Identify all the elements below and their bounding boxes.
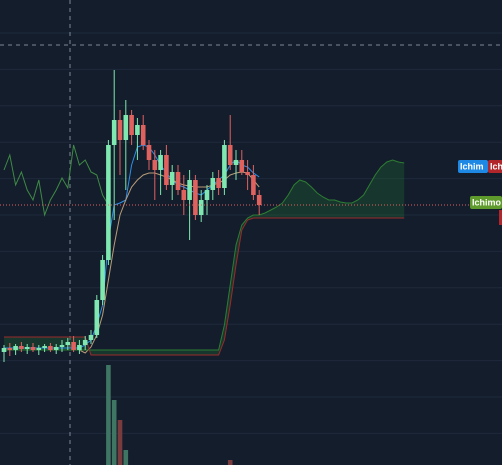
indicator-line [3,144,109,217]
candle-body [117,120,123,140]
candle-body [13,346,18,350]
candle-body [175,172,181,190]
candle-body [193,180,198,215]
candle-body [233,160,239,165]
candle-body [42,346,47,348]
candle-body [53,347,59,350]
price-label-bg [488,160,502,173]
candle-body [216,178,221,188]
candle-body [152,160,158,170]
candle-body [24,347,30,349]
candle-body [169,172,175,185]
candle-body [158,155,163,170]
price-label-edge [499,210,502,225]
indicator-line [4,159,405,351]
candle-body [48,346,53,350]
candle-body [30,347,36,350]
price-label: Ichim [460,161,484,171]
volume-bar [227,460,233,465]
candle-body [94,300,100,335]
candle-body [77,345,82,350]
candle-body [65,342,71,345]
price-label-bg [470,196,502,209]
candle-body [239,160,245,172]
volume-bar [123,450,129,465]
candle-body [210,178,216,190]
candle-body [36,348,42,350]
candle-body [88,335,94,340]
candle-body [222,145,227,188]
candle-body [187,180,192,200]
indicator-line [4,217,405,356]
candle-body [59,345,65,347]
candle-body [123,115,129,140]
price-label-bg [458,160,488,173]
candle-body [181,190,187,200]
volume-bar [106,365,111,465]
candle-body [251,175,256,195]
candle-body [135,125,140,135]
candle-body [198,200,204,215]
candle-body [204,190,210,200]
candle-body [129,115,134,135]
candle-body [164,155,169,185]
candle-body [245,172,250,175]
price-label: Ich [490,161,502,171]
candle-body [146,145,152,160]
candle-body [111,120,117,145]
candle-body [106,145,111,260]
volume-bar [111,400,117,465]
cloud [4,160,405,355]
grid [0,32,502,434]
candle-body [71,342,76,350]
candle-body [100,260,105,300]
candle-body [140,125,146,145]
price-label: Ichimo [472,197,502,207]
volume-bar [117,420,123,465]
candle-body [256,195,262,205]
candle-body [82,340,88,345]
candle-body [227,145,233,165]
candle-body [7,348,13,350]
candle-body [1,348,7,352]
candle-body [19,346,24,349]
